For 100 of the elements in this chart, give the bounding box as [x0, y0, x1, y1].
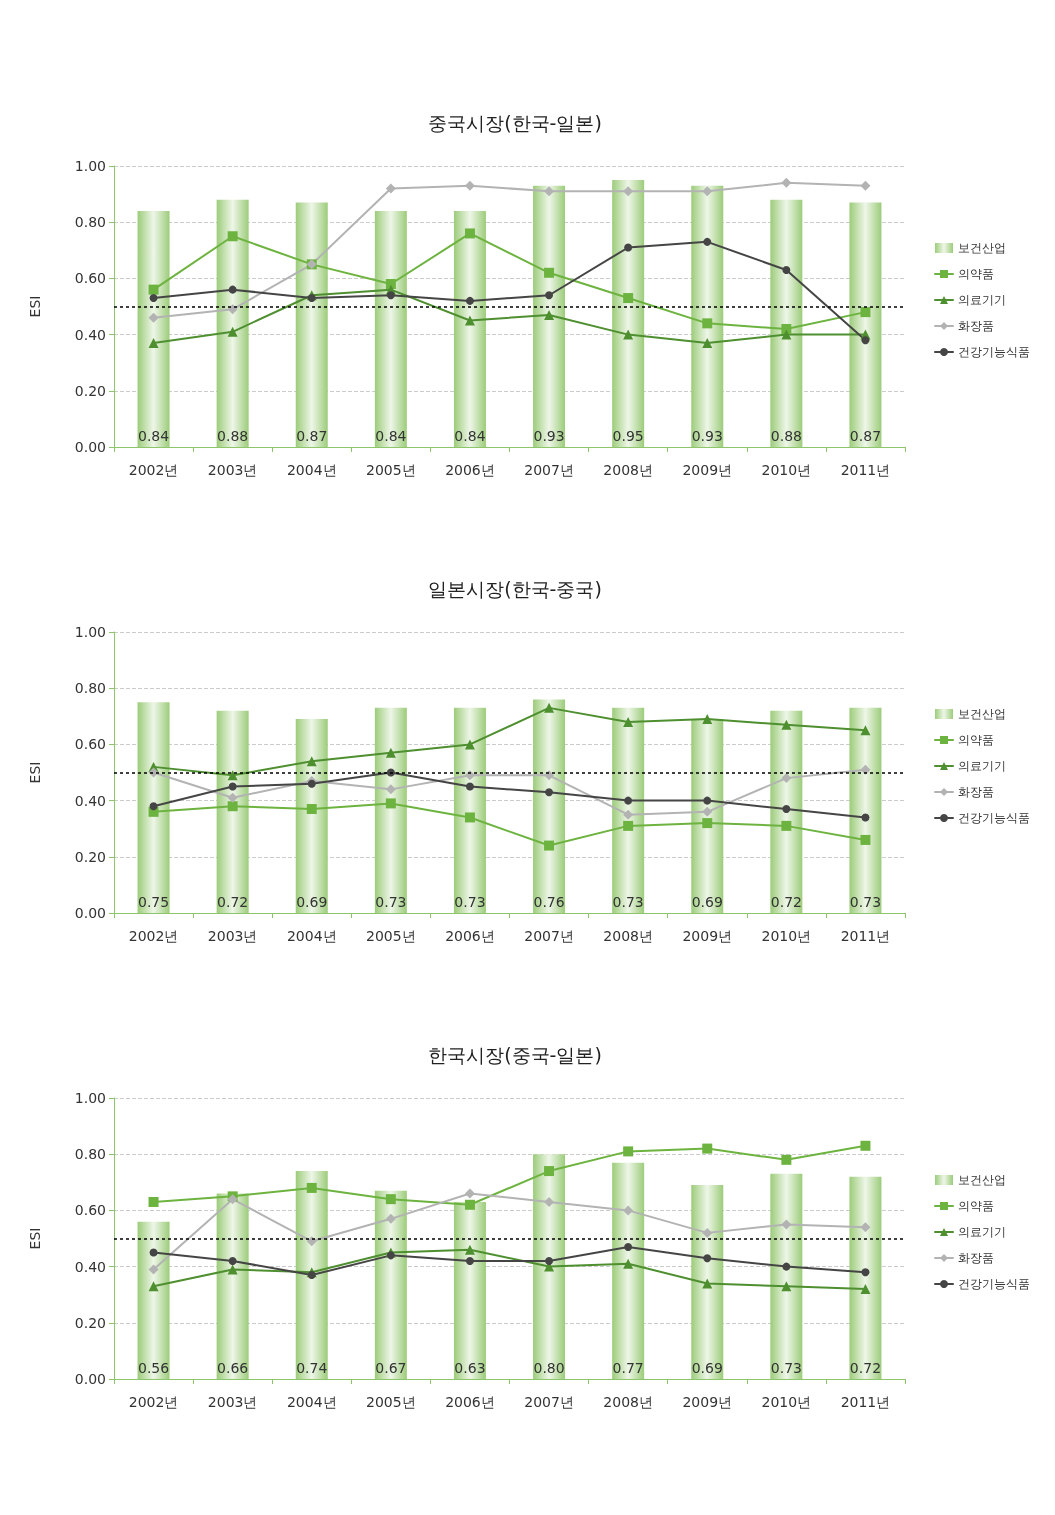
point — [782, 1262, 791, 1271]
bar — [770, 1173, 803, 1379]
point — [465, 296, 474, 305]
x-tick-label: 2006년 — [445, 928, 495, 944]
data-label: 0.74 — [296, 1360, 328, 1376]
point — [464, 1188, 475, 1199]
point — [544, 702, 555, 713]
point — [307, 1271, 316, 1280]
point — [148, 312, 159, 323]
y-tick-label: 0.40 — [74, 326, 106, 343]
y-axis-title: ESI — [27, 761, 43, 784]
data-label: 0.76 — [533, 894, 565, 910]
y-tick-label: 0.00 — [74, 439, 106, 455]
point — [227, 231, 238, 242]
legend-label: 의료기기 — [958, 293, 1006, 307]
x-tick-label: 2005년 — [366, 928, 416, 944]
data-label: 0.84 — [137, 428, 170, 444]
data-label: 0.87 — [296, 428, 328, 444]
point — [464, 1244, 475, 1255]
x-tick-label: 2011년 — [840, 462, 891, 478]
data-label: 0.56 — [137, 1360, 170, 1376]
legend-label: 의약품 — [958, 267, 994, 281]
data-label: 0.80 — [533, 1360, 565, 1376]
x-tick-label: 2008년 — [603, 1394, 653, 1410]
point — [464, 812, 475, 823]
point — [702, 338, 713, 349]
point — [385, 183, 396, 194]
point — [702, 714, 713, 725]
point — [702, 186, 713, 197]
point — [623, 809, 634, 820]
data-label: 0.84 — [454, 428, 486, 444]
point — [861, 1268, 870, 1277]
point — [148, 1264, 159, 1275]
data-label: 0.93 — [533, 428, 565, 444]
point — [227, 801, 238, 812]
y-tick-label: 0.60 — [74, 736, 106, 753]
point — [227, 770, 238, 781]
point — [228, 1256, 237, 1265]
point — [623, 1146, 634, 1157]
point — [860, 834, 871, 845]
point — [228, 285, 237, 294]
point — [544, 840, 555, 851]
y-axis-title: ESI — [27, 1227, 43, 1250]
data-label: 0.87 — [849, 428, 882, 444]
data-label: 0.84 — [375, 428, 407, 444]
point — [386, 291, 395, 300]
bar — [216, 1193, 249, 1379]
x-tick-label: 2010년 — [761, 462, 812, 478]
bar — [374, 1190, 407, 1379]
point — [149, 802, 158, 811]
point — [385, 747, 396, 758]
point — [464, 228, 475, 239]
chart-title: 한국시장(중국-일본) — [428, 1043, 602, 1066]
point — [307, 779, 316, 788]
bar — [137, 1221, 170, 1379]
point — [623, 716, 634, 727]
x-tick-label: 2005년 — [366, 1394, 416, 1410]
point — [623, 820, 634, 831]
point — [624, 796, 633, 805]
y-tick-label: 0.20 — [74, 848, 106, 865]
y-tick-label: 0.40 — [74, 792, 106, 809]
point — [781, 329, 792, 340]
bar — [849, 202, 882, 447]
point — [702, 818, 713, 829]
point — [149, 1248, 158, 1257]
data-label: 0.67 — [375, 1360, 407, 1376]
data-label: 0.73 — [375, 894, 407, 910]
legend-label: 보건산업 — [958, 707, 1006, 721]
point — [544, 267, 555, 278]
x-tick-label: 2009년 — [682, 1394, 733, 1410]
legend-label: 의료기기 — [958, 759, 1006, 773]
data-label: 0.73 — [770, 1360, 802, 1376]
y-tick-label: 1.00 — [74, 1090, 106, 1106]
point — [464, 739, 475, 750]
legend-label: 의료기기 — [958, 1225, 1006, 1239]
x-tick-label: 2010년 — [761, 1394, 812, 1410]
legend-label: 보건산업 — [958, 1173, 1006, 1187]
y-tick-label: 0.20 — [74, 382, 106, 399]
legend-label: 건강기능식품 — [958, 1277, 1030, 1291]
x-tick-label: 2003년 — [207, 928, 258, 944]
bar — [295, 1171, 328, 1379]
bar — [137, 210, 170, 447]
point — [385, 798, 396, 809]
point — [148, 1196, 159, 1207]
point — [702, 1143, 713, 1154]
legend-label: 화장품 — [958, 785, 994, 799]
bar — [691, 185, 724, 447]
point — [307, 294, 316, 303]
point — [306, 756, 317, 767]
point — [386, 1251, 395, 1260]
bar — [295, 202, 328, 447]
y-tick-label: 0.80 — [74, 1146, 106, 1163]
point — [623, 329, 634, 340]
bar — [453, 210, 486, 447]
bar — [691, 1185, 724, 1379]
data-label: 0.95 — [612, 428, 644, 444]
data-label: 0.69 — [691, 894, 723, 910]
x-tick-label: 2007년 — [524, 462, 574, 478]
point — [544, 1166, 555, 1177]
x-tick-label: 2006년 — [445, 462, 495, 478]
